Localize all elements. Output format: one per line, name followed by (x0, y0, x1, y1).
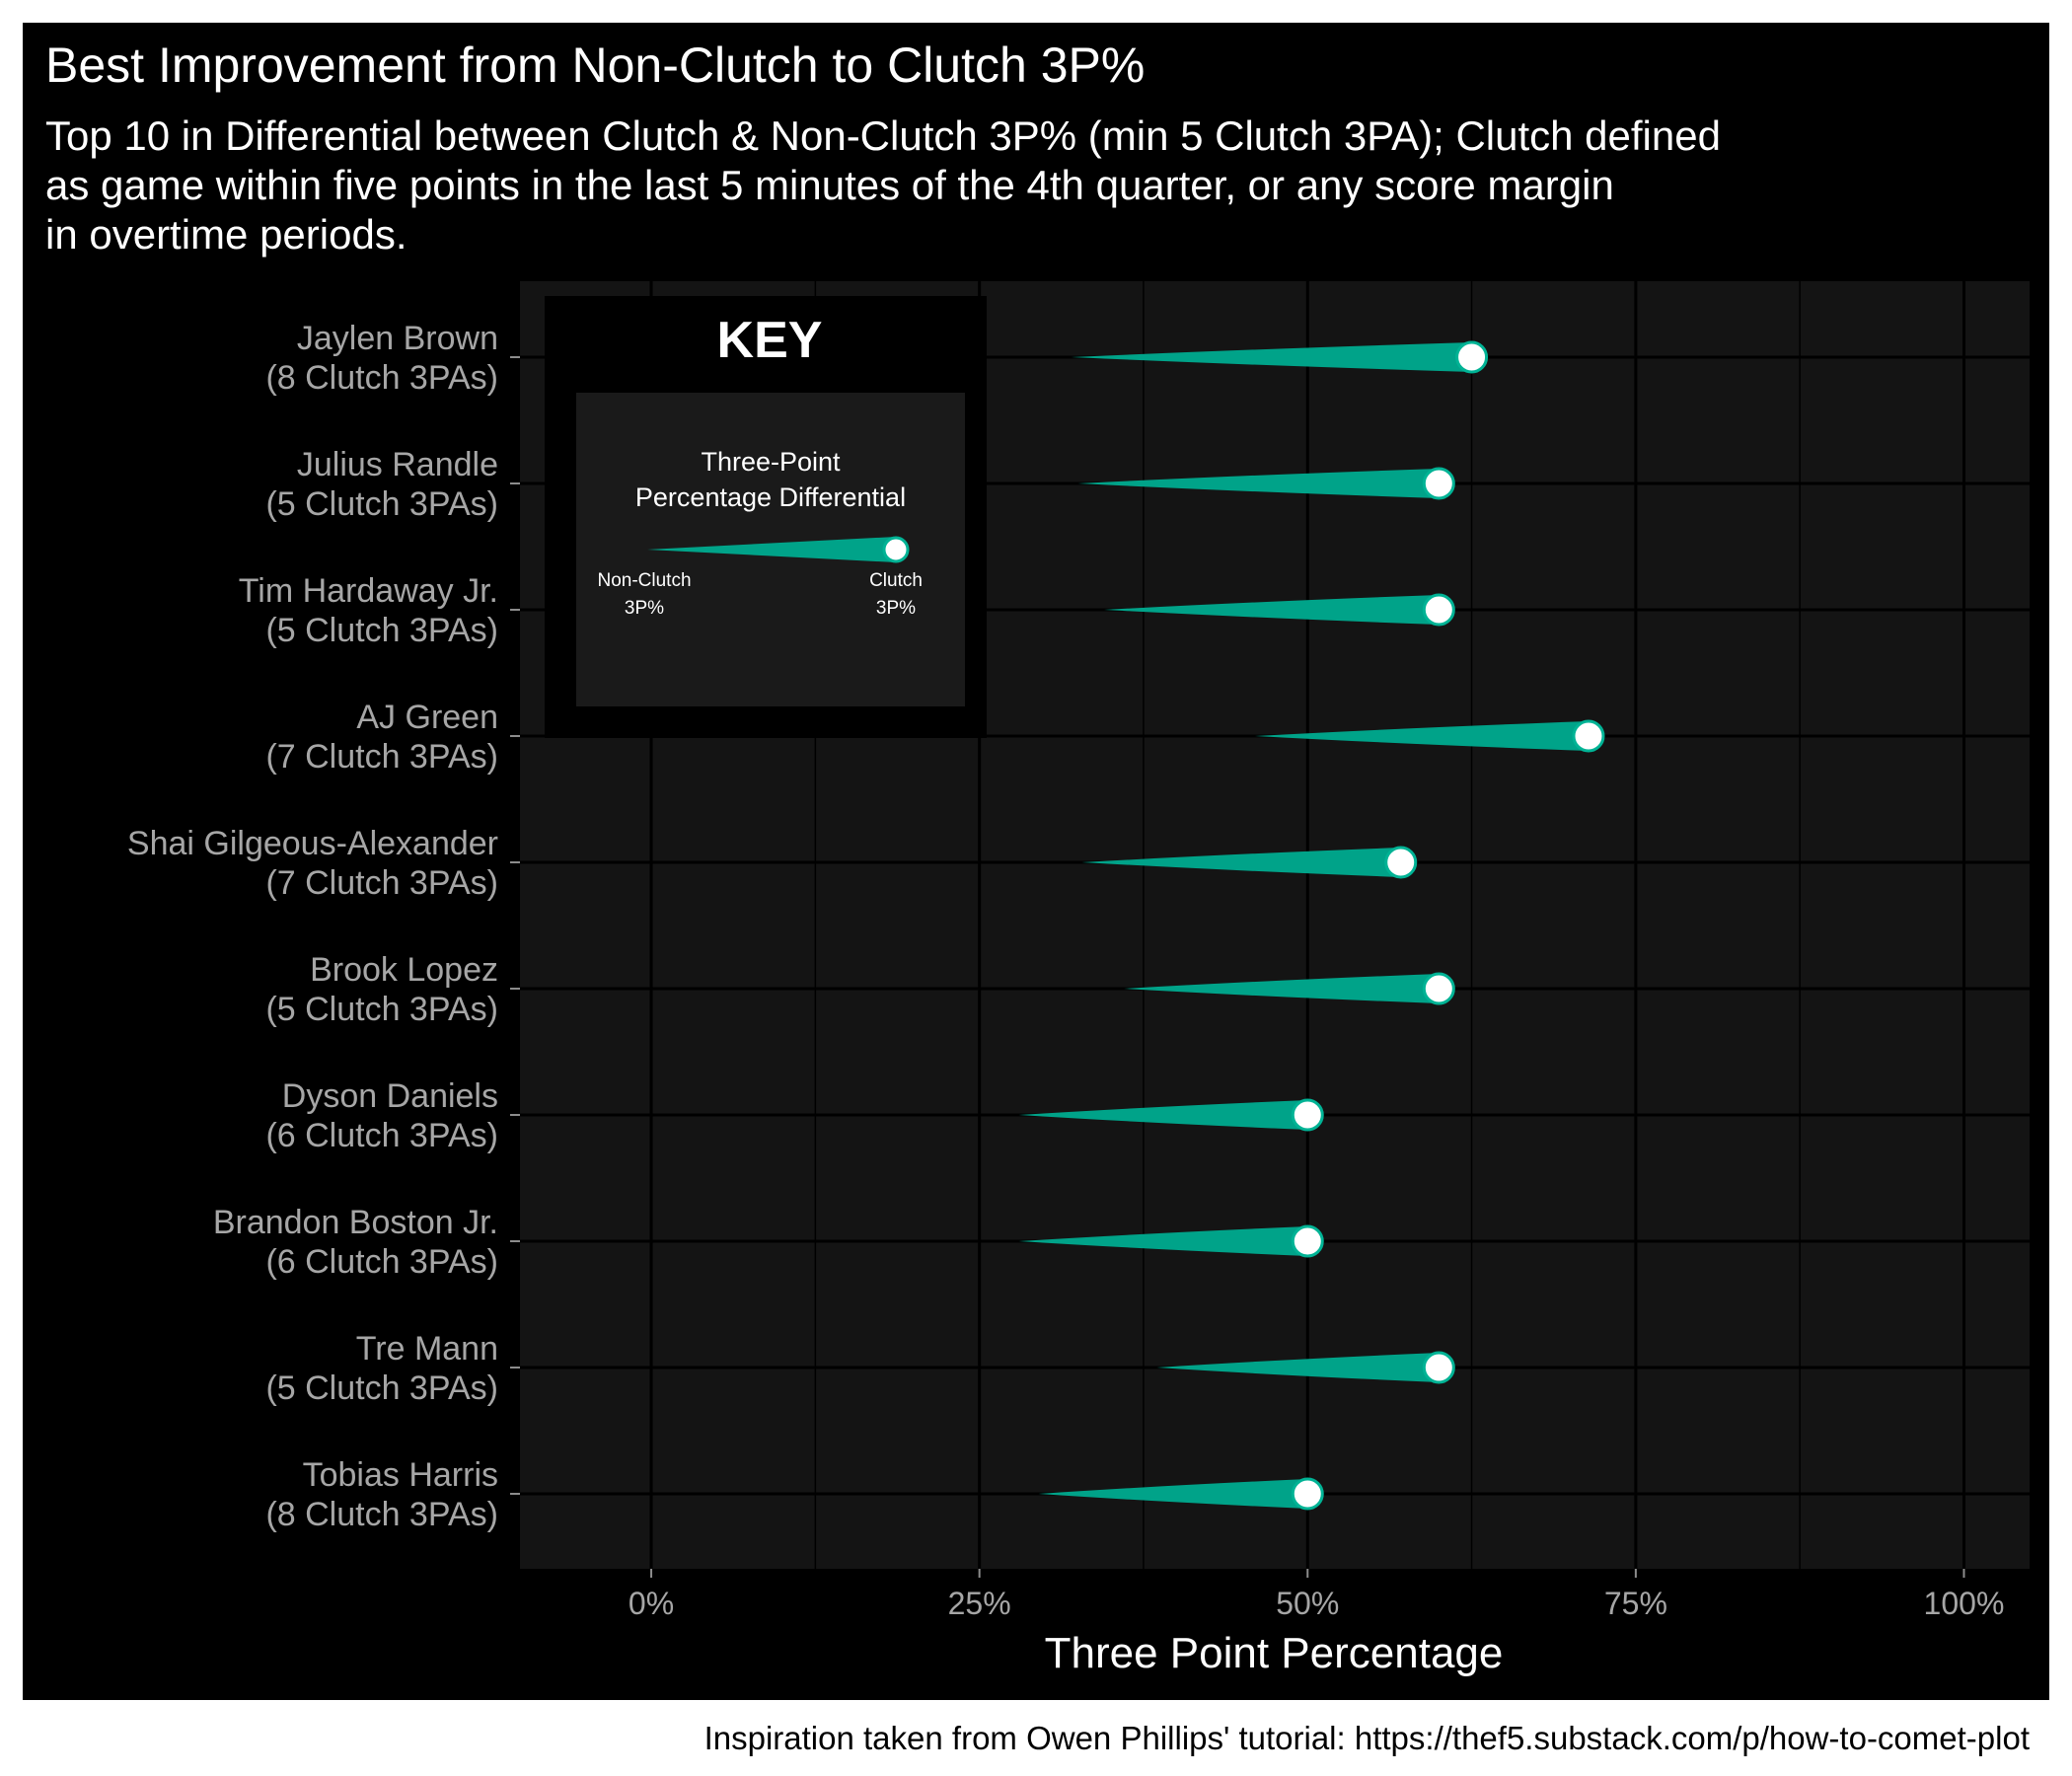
x-axis-label: Three Point Percentage (1045, 1629, 1504, 1677)
comet-head-3 (1572, 719, 1605, 753)
player-attempts-1: (5 Clutch 3PAs) (265, 485, 498, 523)
comet-head-5 (1422, 972, 1455, 1005)
player-name-0: Jaylen Brown (297, 320, 498, 357)
key-comet-head (882, 536, 910, 563)
player-name-8: Tre Mann (356, 1330, 498, 1368)
player-name-7: Brandon Boston Jr. (213, 1204, 498, 1241)
comet-tail-2 (1104, 595, 1440, 625)
player-attempts-0: (8 Clutch 3PAs) (265, 359, 498, 397)
player-attempts-4: (7 Clutch 3PAs) (265, 864, 498, 902)
player-name-9: Tobias Harris (303, 1456, 498, 1494)
comet-tail-3 (1255, 721, 1589, 751)
key-start-label-line-2: 3P% (625, 598, 664, 619)
key-heading-line-2: Percentage Differential (635, 482, 906, 512)
x-tick-label-4: 100% (1924, 1586, 2005, 1621)
key-box: KEY Three-Point Percentage Differential … (545, 296, 987, 738)
comet-head-6 (1291, 1098, 1324, 1132)
player-attempts-2: (5 Clutch 3PAs) (265, 612, 498, 649)
comet-tail-1 (1077, 469, 1440, 498)
x-tick-layer: 0% 25% 50% 75% 100% (629, 1569, 2004, 1621)
comet-tail-4 (1081, 848, 1401, 877)
player-label-layer: Jaylen Brown(8 Clutch 3PAs)Julius Randle… (127, 320, 520, 1533)
chart-caption: Inspiration taken from Owen Phillips' tu… (704, 1720, 2030, 1756)
player-name-4: Shai Gilgeous-Alexander (127, 825, 498, 862)
player-name-6: Dyson Daniels (282, 1077, 498, 1115)
x-tick-label-2: 50% (1276, 1586, 1339, 1621)
player-name-2: Tim Hardaway Jr. (239, 572, 498, 610)
comet-head-0 (1455, 340, 1489, 374)
x-tick-label-0: 0% (629, 1586, 674, 1621)
comet-tail-5 (1124, 974, 1440, 1003)
comet-head-2 (1422, 593, 1455, 627)
comet-tail-0 (1071, 342, 1472, 372)
comet-head-7 (1291, 1224, 1324, 1258)
chart-title: Best Improvement from Non-Clutch to Clut… (45, 37, 1145, 93)
comet-head-4 (1384, 846, 1418, 879)
comet-tail-6 (1018, 1100, 1308, 1130)
comet-tail-9 (1038, 1479, 1308, 1509)
chart-subtitle-line-2: as game within five points in the last 5… (45, 162, 1614, 208)
key-end-label-line-1: Clutch (869, 570, 923, 591)
player-name-5: Brook Lopez (310, 951, 498, 989)
comet-head-8 (1422, 1351, 1455, 1384)
player-name-1: Julius Randle (297, 446, 498, 483)
chart-subtitle-line-3: in overtime periods. (45, 211, 407, 258)
x-tick-label-3: 75% (1604, 1586, 1667, 1621)
comet-head-9 (1291, 1477, 1324, 1511)
key-start-label-line-1: Non-Clutch (597, 570, 691, 591)
comet-layer (1018, 340, 1605, 1511)
key-title: KEY (717, 312, 823, 369)
comet-tail-8 (1156, 1353, 1440, 1382)
player-attempts-6: (6 Clutch 3PAs) (265, 1117, 498, 1154)
comet-head-1 (1422, 467, 1455, 500)
chart-subtitle-line-1: Top 10 in Differential between Clutch & … (45, 112, 1721, 159)
player-attempts-8: (5 Clutch 3PAs) (265, 1369, 498, 1407)
key-heading-line-1: Three-Point (701, 447, 841, 477)
player-attempts-3: (7 Clutch 3PAs) (265, 738, 498, 776)
key-end-label-line-2: 3P% (876, 598, 916, 619)
comet-tail-7 (1018, 1226, 1308, 1256)
player-attempts-9: (8 Clutch 3PAs) (265, 1496, 498, 1533)
player-name-3: AJ Green (356, 699, 498, 736)
player-attempts-7: (6 Clutch 3PAs) (265, 1243, 498, 1281)
key-comet-tail (647, 537, 896, 562)
x-tick-label-1: 25% (948, 1586, 1011, 1621)
player-attempts-5: (5 Clutch 3PAs) (265, 991, 498, 1028)
